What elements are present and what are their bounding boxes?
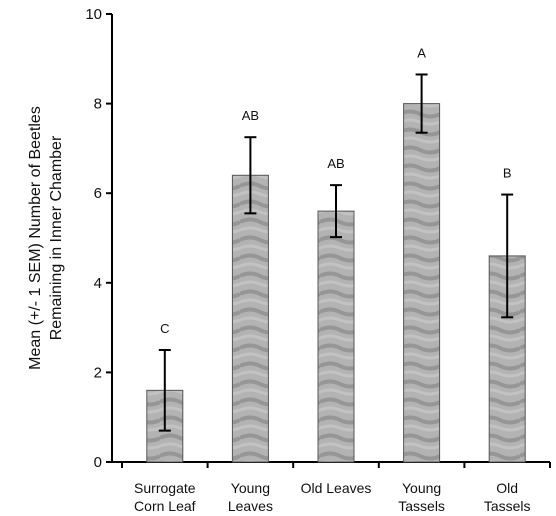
category-label-line: Tassels bbox=[484, 498, 531, 514]
bar bbox=[231, 174, 269, 463]
category-label-line: Tassels bbox=[398, 498, 445, 514]
y-tick-label: 6 bbox=[94, 185, 102, 202]
bar bbox=[403, 103, 441, 463]
category-label-line: Surrogate bbox=[134, 480, 196, 496]
category-label-line: Old Leaves bbox=[301, 480, 372, 496]
bar bbox=[488, 255, 526, 463]
y-tick-label: 2 bbox=[94, 364, 102, 381]
category-label: Young Tassels bbox=[398, 480, 445, 514]
bar bbox=[317, 210, 355, 463]
category-label: Surrogate Corn Leaf bbox=[134, 480, 196, 514]
y-tick-label: 10 bbox=[85, 6, 102, 23]
category-label-line: Young bbox=[402, 480, 441, 496]
significance-letter: AB bbox=[242, 108, 259, 123]
category-label: Old Leaves bbox=[301, 480, 372, 496]
category-label-line: Young bbox=[231, 480, 270, 496]
category-label: Old Tassels bbox=[484, 480, 531, 514]
category-label: Young Leaves bbox=[228, 480, 273, 514]
y-tick-label: 4 bbox=[94, 275, 102, 292]
axes: 0 2 4 6 8 10 bbox=[85, 6, 551, 471]
significance-letter: AB bbox=[327, 156, 344, 171]
y-tick-label: 0 bbox=[94, 454, 102, 471]
category-labels: Surrogate Corn Leaf Young Leaves Old Leaves Y… bbox=[134, 480, 530, 514]
category-label-line: Corn Leaf bbox=[134, 498, 196, 514]
y-axis-label: Mean (+/- 1 SEM) Number of Beetles Remain… bbox=[27, 106, 65, 370]
y-axis-title: Mean (+/- 1 SEM) Number of Beetles Remain… bbox=[27, 106, 65, 370]
bars bbox=[146, 103, 526, 463]
y-axis-title-line: Mean (+/- 1 SEM) Number of Beetles bbox=[27, 106, 44, 370]
category-label-line: Old bbox=[496, 480, 518, 496]
category-label-line: Leaves bbox=[228, 498, 273, 514]
significance-letter: A bbox=[417, 45, 426, 60]
significance-letter: C bbox=[160, 321, 169, 336]
y-tick-label: 8 bbox=[94, 96, 102, 113]
y-axis-title-line: Remaining in Inner Chamber bbox=[48, 135, 65, 340]
significance-letter: B bbox=[503, 166, 512, 181]
error-bars bbox=[158, 73, 514, 432]
